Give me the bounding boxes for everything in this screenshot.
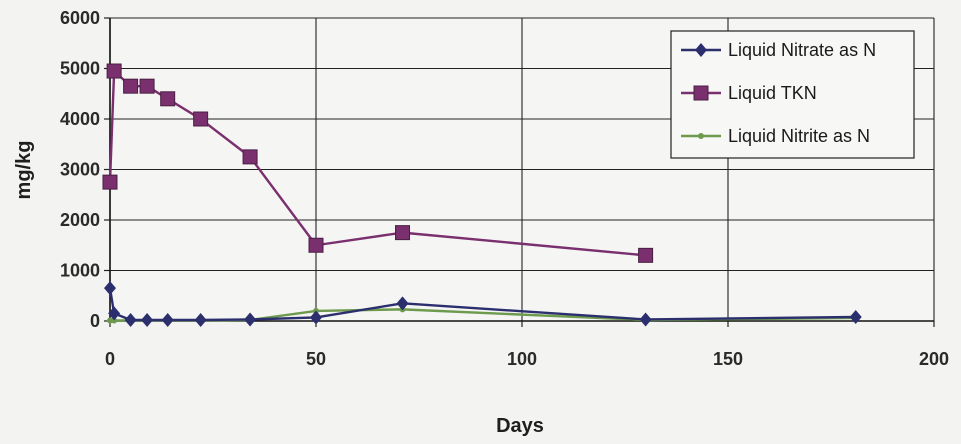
y-axis-title: mg/kg xyxy=(13,141,35,200)
data-point xyxy=(308,237,324,253)
x-axis-title: Days xyxy=(496,415,544,437)
data-point xyxy=(106,63,122,79)
legend-marker xyxy=(698,133,704,139)
y-tick-label: 5000 xyxy=(60,59,100,79)
x-tick-label: 0 xyxy=(105,349,115,369)
series-layer xyxy=(102,63,862,327)
legend-entry: Liquid Nitrite as N xyxy=(681,126,870,146)
y-tick-label: 3000 xyxy=(60,160,100,180)
series-liquid-nitrate-as-n xyxy=(104,281,862,327)
data-point xyxy=(244,312,257,327)
data-point xyxy=(141,312,154,327)
data-point xyxy=(123,78,139,94)
data-point xyxy=(102,174,118,190)
legend-marker xyxy=(693,85,709,101)
data-point xyxy=(107,317,113,324)
legend-label: Liquid Nitrate as N xyxy=(728,40,876,60)
x-tick-label: 200 xyxy=(919,349,949,369)
legend-entry: Liquid TKN xyxy=(681,83,817,103)
data-point xyxy=(160,91,176,107)
x-tick-labels: 0 50 100 150 200 xyxy=(105,349,949,369)
x-tick-label: 150 xyxy=(713,349,743,369)
series-liquid-tkn xyxy=(102,63,654,263)
data-point xyxy=(111,317,118,324)
data-point xyxy=(194,312,207,327)
y-tick-label: 2000 xyxy=(60,210,100,230)
data-point xyxy=(139,78,155,94)
data-point xyxy=(396,296,409,311)
data-point xyxy=(849,309,862,324)
data-point xyxy=(104,281,116,296)
data-point xyxy=(395,225,411,241)
series-line xyxy=(108,69,646,257)
y-tick-label: 0 xyxy=(90,311,100,331)
y-tick-label: 4000 xyxy=(60,109,100,129)
legend-marker xyxy=(695,43,707,57)
x-tick-label: 100 xyxy=(507,349,537,369)
y-tick-labels: 0 1000 2000 3000 4000 5000 6000 xyxy=(60,8,100,331)
legend-entry: Liquid Nitrate as N xyxy=(681,40,876,60)
data-point xyxy=(124,312,137,327)
data-point xyxy=(161,312,174,327)
data-point xyxy=(108,306,121,321)
legend-label: Liquid TKN xyxy=(728,83,817,103)
legend-label: Liquid Nitrite as N xyxy=(728,126,870,146)
y-tick-label: 6000 xyxy=(60,8,100,28)
legend: Liquid Nitrate as N Liquid TKN Liquid Nitr… xyxy=(670,30,915,159)
x-tick-label: 50 xyxy=(306,349,326,369)
data-point xyxy=(242,149,258,165)
data-point xyxy=(310,310,322,325)
data-point xyxy=(639,312,652,327)
y-tick-label: 1000 xyxy=(60,261,100,281)
data-point xyxy=(193,111,209,127)
data-point xyxy=(638,247,654,263)
